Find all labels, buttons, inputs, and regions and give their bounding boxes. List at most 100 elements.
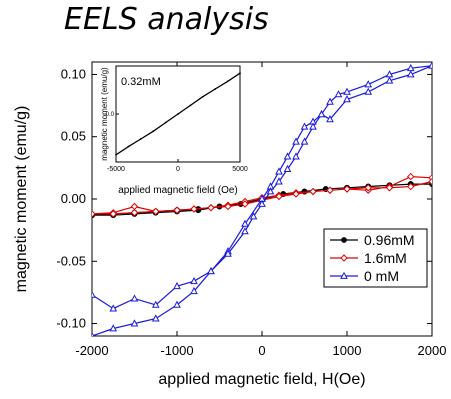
data-point [241,200,249,208]
inset-data-point [189,104,192,107]
plot-area [92,62,432,336]
data-point [130,319,139,327]
data-point [343,185,351,193]
data-point [224,249,232,257]
data-point [385,184,394,192]
inset-data-point [226,80,229,83]
data-point [326,186,334,194]
data-point [300,122,309,130]
data-point [407,182,415,191]
data-point [92,290,96,298]
inset-data-point [239,72,241,75]
data-point [130,294,139,302]
data-point [309,187,317,196]
data-point [92,210,96,218]
data-point [283,164,292,173]
data-point [130,208,139,217]
data-point [241,219,249,227]
data-point [207,204,215,212]
y-tick-label: 0.10 [61,66,86,81]
data-point [334,90,343,98]
y-axis-label: magnetic moment (emu/g) [13,106,30,293]
inset-data-point [115,153,117,156]
data-point [406,70,415,78]
data-point [343,87,351,95]
data-point [109,304,118,312]
inset-data-point [139,138,142,140]
inset-data-point [127,145,130,148]
series-0mm [92,62,432,336]
y-tick-label: -0.10 [56,316,86,331]
data-point [173,281,181,290]
data-point [130,202,139,211]
data-point [92,331,95,336]
y-tick-label: 0.00 [61,191,86,206]
inset-series [115,72,241,156]
y-tick-label: -0.05 [56,253,86,268]
inset-x-tick-label: 5000 [232,166,248,173]
data-point [343,95,351,103]
data-point [275,167,283,175]
data-point [364,184,372,192]
legend-label: 0.96mM [364,232,415,248]
x-tick-label: 0 [258,343,265,358]
data-point [385,76,394,84]
data-point [340,254,348,262]
data-point [173,206,181,214]
data-point [292,190,300,198]
data-point [341,237,347,243]
data-point [249,212,258,220]
data-point [266,187,275,195]
legend-item: 1.6mM [330,250,407,266]
data-point [406,63,415,72]
data-point [109,324,118,332]
data-point [109,210,117,218]
data-point [275,177,283,185]
data-point [241,227,249,235]
legend-label: 1.6mM [364,250,407,266]
data-point [300,137,309,145]
data-point [152,207,160,216]
data-point [309,122,317,130]
data-point [190,205,198,213]
data-point [317,110,326,118]
x-axis-label: applied magnetic field, H(Oe) [158,371,365,388]
data-point [326,97,334,105]
data-point [151,300,160,308]
data-point [207,266,215,275]
data-point [385,70,394,78]
data-point [428,177,432,186]
legend-item: 0 mM [330,268,399,284]
x-tick-label: -2000 [75,343,108,358]
data-point [292,152,300,160]
data-point [428,62,432,69]
data-point [190,276,198,285]
y-tick-label: 0.05 [61,129,86,144]
data-point [364,80,373,88]
inset-x-tick-label: 0 [176,166,180,173]
data-point [151,314,160,322]
data-point [283,152,292,160]
x-tick-label: 1000 [333,343,362,358]
data-point [292,137,300,145]
x-tick-label: 2000 [418,343,447,358]
slide-heading: EELS analysis [64,2,269,37]
legend-label: 0 mM [364,268,399,284]
inset-data-point [177,113,179,115]
data-point [340,271,348,279]
inset-y-axis-label: magnetic moment (emu/g) [100,67,109,161]
data-point [364,87,373,95]
data-point [173,300,181,308]
inset-y-tick-label: 0.0 [106,112,115,118]
data-point [258,199,266,207]
data-point [275,192,283,201]
inset-data-point [214,88,217,90]
inset-data-point [152,130,155,133]
inset-x-tick-label: -5000 [107,166,125,173]
data-point [326,115,334,123]
legend-item: 0.96mM [330,232,415,248]
inset-data-point [201,95,204,98]
data-point [224,202,232,211]
